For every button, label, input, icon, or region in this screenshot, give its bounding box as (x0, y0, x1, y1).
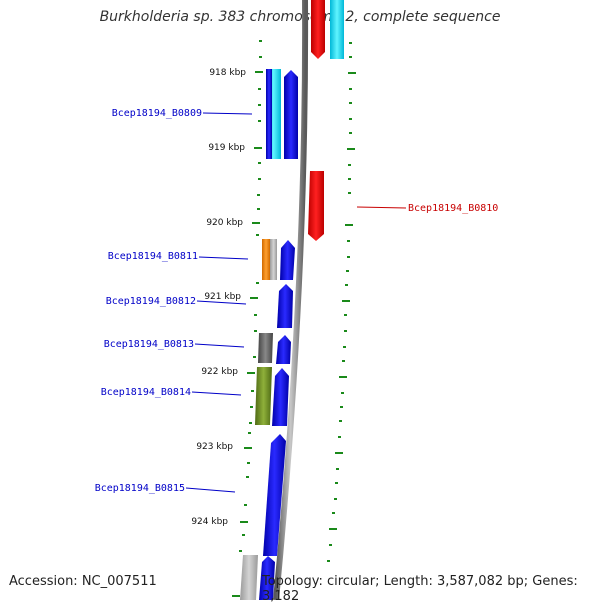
left-scale-ticks (232, 71, 263, 597)
leader-b0812 (196, 300, 247, 305)
right-dotted-track (327, 42, 352, 562)
gene-label-b0811[interactable]: Bcep18194_B0811 (108, 251, 198, 262)
leader-b0813 (194, 343, 245, 348)
gene-b0814-olive[interactable] (255, 367, 272, 425)
gene-b0811-orange[interactable] (262, 239, 270, 280)
gene-b0815[interactable] (263, 434, 286, 556)
tick-label-919: 919 kbp (208, 143, 245, 153)
gene-label-b0812[interactable]: Bcep18194_B0812 (106, 296, 196, 307)
leader-b0809 (202, 112, 253, 115)
gene-label-b0809[interactable]: Bcep18194_B0809 (112, 108, 202, 119)
gene-b0811-gray[interactable] (270, 239, 277, 280)
gene-label-b0814[interactable]: Bcep18194_B0814 (101, 387, 191, 398)
gene-bottom-blue[interactable] (259, 556, 275, 600)
gene-b0810[interactable] (308, 171, 324, 241)
leader-b0814 (191, 391, 242, 396)
gene-top-cyan[interactable] (330, 0, 344, 59)
accession-text: Accession: NC_007511 (9, 574, 157, 589)
gene-b0813-gray[interactable] (258, 333, 273, 363)
gene-bottom-gray[interactable] (240, 555, 258, 600)
left-dotted-track (239, 40, 262, 552)
tick-label-924: 924 kbp (191, 517, 228, 527)
gene-b0812[interactable] (277, 284, 293, 328)
tick-label-922: 922 kbp (201, 367, 238, 377)
gene-b0814[interactable] (272, 368, 289, 426)
right-scale-ticks (329, 72, 356, 530)
gene-label-b0810[interactable]: Bcep18194_B0810 (408, 203, 498, 214)
tick-label-921: 921 kbp (204, 292, 241, 302)
gene-b0811[interactable] (280, 240, 295, 280)
tick-label-918: 918 kbp (209, 68, 246, 78)
tick-label-923: 923 kbp (196, 442, 233, 452)
genome-backbone (273, 0, 309, 600)
tick-label-920: 920 kbp (206, 218, 243, 228)
leader-b0810 (356, 206, 407, 209)
gene-top-red[interactable] (311, 0, 325, 59)
gene-label-b0813[interactable]: Bcep18194_B0813 (104, 339, 194, 350)
leader-b0815 (185, 487, 236, 493)
gene-b0809-blue-part[interactable] (266, 69, 272, 159)
leader-b0811 (198, 256, 249, 260)
gene-b0809-forward[interactable] (284, 70, 298, 159)
map-title: Burkholderia sp. 383 chromosome 2, compl… (99, 9, 501, 25)
gene-b0813[interactable] (276, 335, 291, 364)
gene-label-b0815[interactable]: Bcep18194_B0815 (95, 483, 185, 494)
